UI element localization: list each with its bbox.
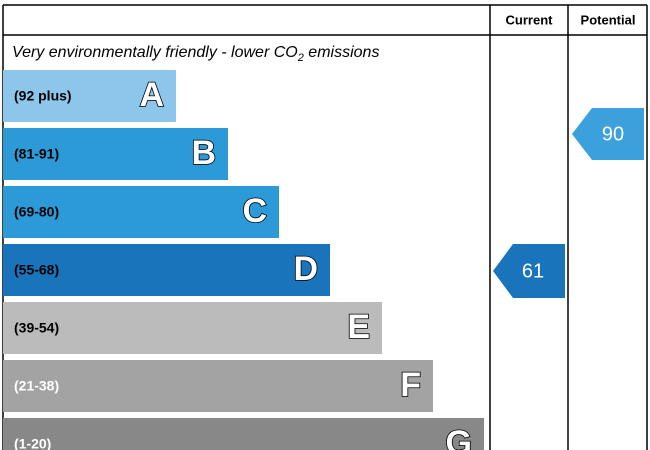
potential-arrow: 90	[572, 108, 644, 160]
arrow	[572, 108, 644, 160]
bands: (92 plus) A (81-91) B (69-80) C (55-68) D (39-54…	[3, 70, 484, 450]
band-letter: G	[446, 424, 472, 450]
band-range: (81-91)	[14, 146, 59, 162]
subtitle: Very environmentally friendly - lower CO…	[12, 44, 379, 64]
band-range: (1-20)	[14, 436, 51, 450]
band-bar	[3, 302, 382, 354]
band-letter: E	[347, 308, 370, 346]
band-bar	[3, 360, 433, 412]
band-bar	[3, 244, 330, 296]
band-bar	[3, 70, 176, 122]
arrow	[493, 244, 565, 298]
band-letter: A	[139, 76, 164, 114]
band-bar	[3, 186, 279, 238]
band-letter: C	[242, 192, 267, 230]
current-arrow: 61	[493, 244, 565, 298]
subtitle-text: Very environmentally friendly - lower CO	[12, 44, 298, 61]
potential-header: Potential	[581, 12, 636, 27]
band-range: (55-68)	[14, 262, 59, 278]
band-range: (39-54)	[14, 320, 59, 336]
potential-value: 90	[602, 123, 624, 145]
current-value: 61	[522, 260, 544, 282]
band-letter: B	[191, 134, 216, 172]
band-bar	[3, 418, 484, 450]
band-range: (69-80)	[14, 204, 59, 220]
band-letter: D	[293, 250, 318, 288]
band-bar	[3, 128, 228, 180]
band-range: (21-38)	[14, 378, 59, 394]
subtitle-sub: 2	[297, 52, 304, 64]
band-range: (92 plus)	[14, 88, 72, 104]
band-letter: F	[400, 366, 421, 404]
subtitle-text: emissions	[304, 44, 380, 61]
current-header: Current	[506, 12, 554, 27]
